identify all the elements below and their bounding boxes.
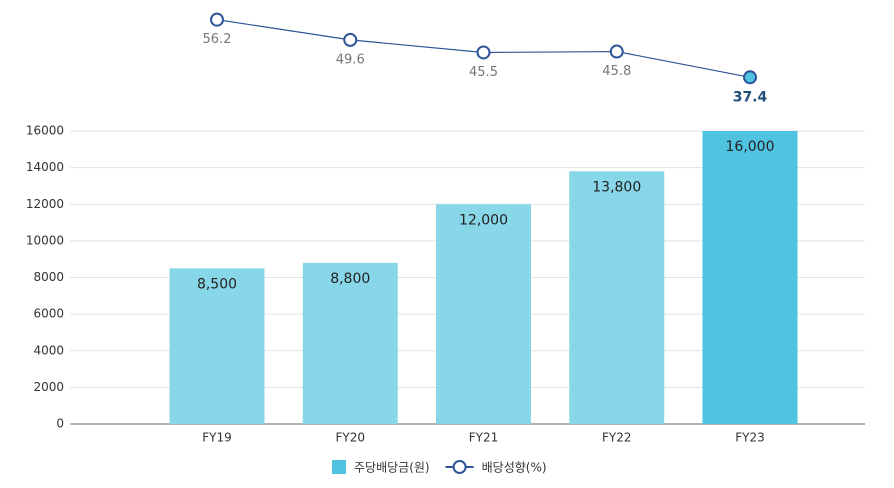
line-point — [476, 45, 491, 60]
y-tick-label: 8000 — [33, 270, 64, 284]
data-label: 8,800 — [330, 271, 370, 287]
data-label: 12,000 — [459, 212, 508, 228]
bar — [302, 262, 398, 424]
data-label: 8,500 — [197, 276, 237, 292]
y-tick-label: 0 — [56, 417, 64, 431]
data-label: 56.2 — [203, 32, 232, 47]
data-label: 13,800 — [592, 179, 641, 195]
y-tick-label: 4000 — [33, 343, 64, 357]
y-tick-label: 2000 — [33, 380, 64, 394]
legend-label: 배당성향(%) — [482, 461, 547, 475]
bar — [569, 171, 665, 424]
data-label: 49.6 — [336, 52, 365, 67]
line-point — [609, 44, 624, 59]
y-tick-label: 12000 — [26, 197, 64, 211]
x-tick-label: FY21 — [469, 431, 499, 445]
data-label: 45.5 — [469, 65, 498, 80]
x-tick-label: FY19 — [202, 431, 232, 445]
x-tick-label: FY20 — [335, 431, 365, 445]
data-label: 16,000 — [726, 139, 775, 155]
legend-swatch — [332, 460, 346, 474]
x-tick-label: FY22 — [602, 431, 632, 445]
y-tick-label: 6000 — [33, 307, 64, 321]
legend-marker — [452, 460, 467, 474]
data-label: 45.8 — [602, 64, 631, 79]
legend-item: 주당배당금(원) — [332, 460, 430, 475]
x-tick-label: FY23 — [735, 431, 765, 445]
line-point — [343, 32, 358, 47]
bar — [169, 268, 265, 424]
bar — [702, 131, 798, 424]
line-point — [210, 12, 224, 27]
y-tick-label: 14000 — [26, 160, 64, 174]
y-tick-label: 16000 — [26, 124, 64, 138]
bar — [436, 204, 531, 424]
legend-label: 주당배당금(원) — [354, 461, 430, 475]
line-point — [743, 70, 757, 85]
legend-item: 배당성향(%) — [445, 460, 547, 475]
y-tick-label: 10000 — [26, 233, 64, 247]
data-label: 37.4 — [733, 89, 768, 105]
